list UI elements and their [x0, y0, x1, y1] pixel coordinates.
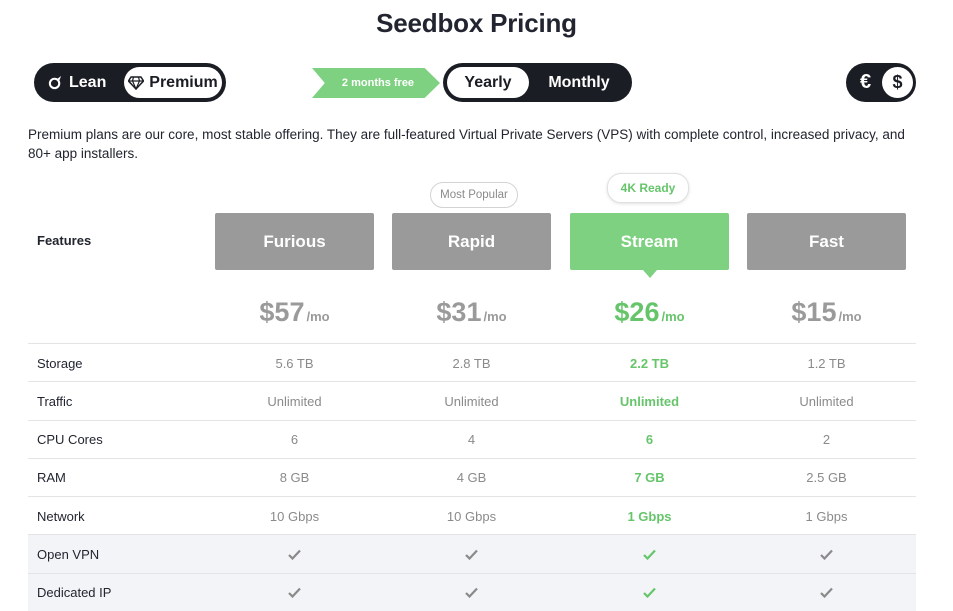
lean-tier-option[interactable]: Lean — [48, 63, 106, 102]
table-row-traffic: Traffic Unlimited Unlimited Unlimited Un… — [28, 381, 916, 419]
checkmark-icon — [465, 588, 478, 599]
table-cell: 10 Gbps — [269, 508, 320, 524]
table-cell: Unlimited — [444, 393, 499, 409]
table-cell: 6 — [645, 432, 654, 448]
premium-tier-option[interactable]: Premium — [124, 67, 222, 98]
table-cell: 4 GB — [456, 470, 487, 486]
table-cell: 2.8 TB — [452, 355, 491, 371]
table-cell: 2.5 GB — [806, 470, 847, 486]
table-cell — [570, 574, 729, 611]
euro-currency-option[interactable]: € — [859, 71, 872, 93]
promo-badge: 2 months free — [312, 68, 440, 98]
price-furious: $57/mo — [215, 297, 374, 328]
price-amount: $26 — [614, 297, 660, 327]
table-cell: 10 Gbps — [446, 508, 497, 524]
table-cell — [747, 574, 906, 611]
4k-ready-badge: 4K Ready — [607, 173, 689, 203]
monthly-option[interactable]: Monthly — [548, 73, 610, 91]
checkmark-icon — [643, 588, 656, 599]
table-cell: 8 GB — [279, 470, 310, 486]
table-cell — [392, 574, 551, 611]
table-cell: Unlimited — [619, 393, 680, 409]
yearly-option[interactable]: Yearly — [447, 67, 529, 98]
row-label: Traffic — [37, 393, 73, 409]
table-row-ram: RAM 8 GB 4 GB 7 GB 2.5 GB — [28, 457, 916, 496]
table-row-storage: Storage 5.6 TB 2.8 TB 2.2 TB 1.2 TB — [28, 343, 916, 381]
most-popular-badge: Most Popular — [430, 182, 518, 208]
table-cell: 6 — [290, 432, 299, 448]
price-amount: $31 — [436, 297, 482, 327]
checkmark-icon — [820, 549, 833, 560]
table-cell: 4 — [467, 432, 476, 448]
price-stream: $26/mo — [570, 297, 729, 328]
table-cell — [392, 535, 551, 573]
checkmark-icon — [820, 588, 833, 599]
table-cell: 1 Gbps — [627, 508, 672, 524]
row-label: Open VPN — [37, 546, 100, 562]
price-fast: $15/mo — [747, 297, 906, 328]
table-cell: 2.2 TB — [629, 355, 669, 371]
billing-period-toggle: Yearly Monthly — [443, 63, 632, 102]
plan-header-fast[interactable]: Fast — [747, 213, 906, 270]
price-amount: $15 — [791, 297, 837, 327]
price-period: /mo — [661, 309, 685, 324]
row-label: CPU Cores — [37, 432, 103, 448]
table-cell: Unlimited — [799, 393, 854, 409]
table-cell: 1 Gbps — [805, 508, 848, 524]
premium-tier-label: Premium — [149, 73, 218, 91]
table-cell — [215, 574, 374, 611]
table-cell: 2 — [822, 432, 831, 448]
table-row-open-vpn: Open VPN — [28, 534, 916, 573]
page-title: Seedbox Pricing — [376, 8, 577, 38]
table-cell: 1.2 TB — [807, 355, 846, 371]
table-cell — [215, 535, 374, 573]
plan-header-furious[interactable]: Furious — [215, 213, 374, 270]
rocket-icon — [48, 75, 62, 90]
plan-header-stream[interactable]: Stream — [570, 213, 729, 270]
row-label: Dedicated IP — [37, 585, 112, 601]
price-period: /mo — [306, 309, 330, 324]
currency-toggle: € $ — [846, 63, 916, 102]
table-row-dedicated-ip: Dedicated IP — [28, 572, 916, 611]
price-period: /mo — [838, 309, 862, 324]
table-row-network: Network 10 Gbps 10 Gbps 1 Gbps 1 Gbps — [28, 496, 916, 534]
lean-tier-label: Lean — [69, 73, 107, 91]
table-cell — [747, 535, 906, 573]
plan-header-rapid[interactable]: Rapid — [392, 213, 551, 270]
features-table: Storage 5.6 TB 2.8 TB 2.2 TB 1.2 TB Traf… — [28, 343, 916, 611]
row-label: Storage — [37, 355, 83, 371]
price-amount: $57 — [259, 297, 305, 327]
price-rapid: $31/mo — [392, 297, 551, 328]
plan-tier-toggle: Lean Premium — [34, 63, 226, 102]
table-cell — [570, 535, 729, 573]
row-label: Network — [37, 508, 85, 524]
table-row-cpu-cores: CPU Cores 6 4 6 2 — [28, 419, 916, 458]
price-period: /mo — [483, 309, 507, 324]
checkmark-icon — [288, 549, 301, 560]
table-cell: 7 GB — [634, 470, 665, 486]
checkmark-icon — [643, 549, 656, 560]
row-label: RAM — [37, 470, 66, 486]
table-cell: 5.6 TB — [275, 355, 314, 371]
checkmark-icon — [465, 549, 478, 560]
dollar-currency-option[interactable]: $ — [882, 67, 913, 98]
plan-description: Premium plans are our core, most stable … — [28, 127, 905, 161]
table-cell: Unlimited — [267, 393, 322, 409]
selected-plan-pointer — [643, 270, 657, 278]
features-label: Features — [37, 233, 92, 248]
diamond-icon — [128, 75, 145, 90]
checkmark-icon — [288, 588, 301, 599]
